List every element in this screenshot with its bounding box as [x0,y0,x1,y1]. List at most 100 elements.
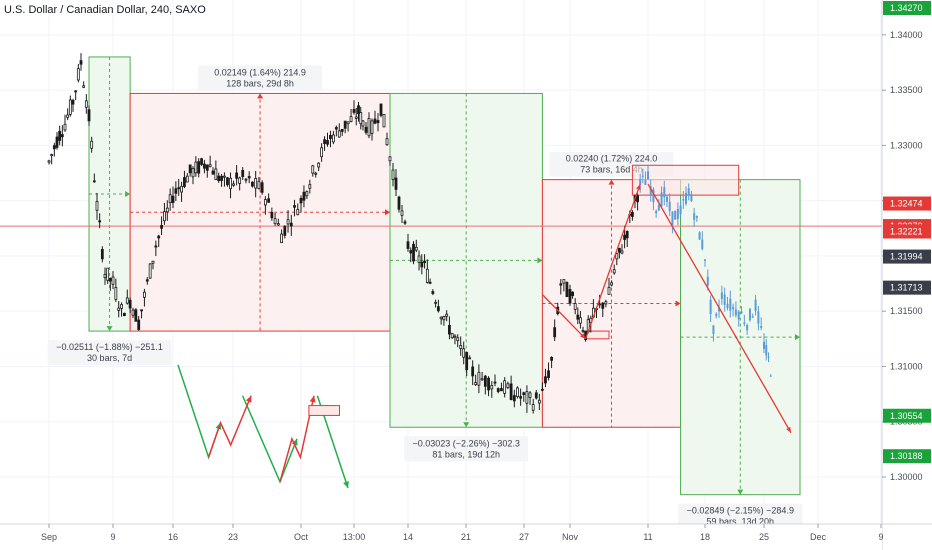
candle-body [474,382,478,386]
price-label: 1.31713 [890,283,923,293]
candle-body [465,352,469,371]
candle-body [286,219,290,225]
candles-layer [47,53,639,414]
projection-body [769,375,772,377]
y-tick-label: 1.33000 [890,140,923,150]
measure-label-bg [47,340,172,366]
candle-body [553,327,557,338]
candle-body [506,383,510,389]
highlight-box [585,330,610,340]
candle-body [406,241,410,249]
measure-label-line2: 30 bars, 7d [87,353,132,363]
projection-body [674,211,677,220]
price-label-bg [883,224,931,239]
candle-body [382,114,386,128]
candle-body [205,164,209,171]
projection-body [657,205,660,211]
candle-body [232,183,235,186]
candle-body [537,399,541,404]
candle-body [385,138,389,146]
price-label: 1.32221 [890,226,923,236]
projection-body [649,186,652,196]
candle-body [157,235,161,239]
candle-body [601,302,605,309]
candle-body [177,187,181,190]
candle-body [631,212,634,217]
candle-body [618,247,621,253]
candle-body [235,172,239,179]
candle-body [468,357,472,360]
candle-body [445,313,449,317]
candle-body [165,207,169,213]
candle-body [251,181,254,187]
candle-body [103,273,107,278]
measure-label-line1: 0.02240 (1.72%) 224.0 [566,154,658,164]
projection-body [729,298,732,311]
projection-body [644,180,647,185]
candle-body [423,260,426,264]
price-label-bg [883,408,931,423]
measure-label-line1: −0.02511 (−1.88%) −251.1 [56,342,163,352]
candle-body [90,140,94,149]
candle-body [620,250,624,254]
projection-body [655,210,658,214]
projection-body [698,232,701,240]
candle-body [522,392,526,395]
candle-body [171,195,175,204]
red-zigzag-arrow-head [309,395,316,403]
candle-body [131,309,135,316]
candle-body [151,260,155,264]
candle-body [47,160,51,163]
candle-body [134,309,138,322]
candle-body [273,218,277,225]
candle-body [326,140,329,145]
measure-label-line1: −0.02849 (−2.15%) −284.9 [687,506,794,516]
candle-body [68,99,72,115]
x-tick-label: Sep [41,532,57,542]
candle-body [550,356,553,361]
projection-body [734,309,737,316]
candle-body [562,279,566,284]
candle-body [459,345,463,349]
projection-body [709,299,712,315]
candle-body [87,109,91,122]
trend-arrowhead [636,184,641,191]
candle-body [397,196,401,210]
candle-body [74,90,78,93]
candle-body [200,158,203,165]
candle-body [428,281,432,284]
candle-body [66,114,70,118]
projection-body [639,178,642,185]
candle-body [247,176,251,179]
measure-label-bg [198,65,323,91]
candle-body [636,195,639,203]
candle-body [579,317,582,324]
candle-body [238,177,242,184]
candle-body [388,156,392,162]
trend-arrowhead [580,333,586,339]
projection-body [757,311,760,324]
candle-body [163,211,166,222]
candle-body [211,170,215,175]
candle-body [241,169,245,178]
x-tick-label: 16 [168,532,178,542]
measure-label-bg [404,436,529,462]
candle-body [349,116,353,122]
x-tick-label: 18 [700,532,710,542]
candle-body [125,297,129,304]
candle-body [180,185,183,193]
projection-body [718,307,721,312]
candle-body [357,105,360,115]
candle-body [531,404,535,411]
projection-body [720,292,723,299]
y-tick-label: 1.31000 [890,361,923,371]
candle-body [496,388,500,392]
candle-body [244,178,248,181]
projection-body [687,188,690,196]
candle-body [92,180,96,183]
candle-body [516,387,519,398]
candle-body [436,306,440,312]
red-zigzag-arrow [207,395,252,458]
candle-body [299,197,303,204]
